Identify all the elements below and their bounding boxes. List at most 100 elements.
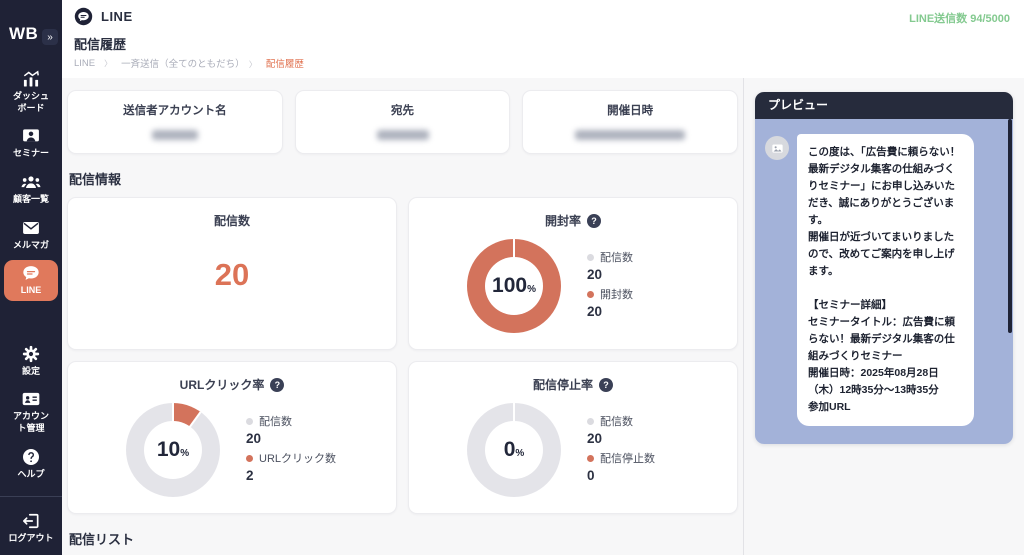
main-content: 送信者アカウント名 宛先 開催日時 配信情報 配信数 20 [62, 78, 1024, 555]
sidebar-item-label: 設定 [21, 365, 40, 376]
sidebar-item-label: メルマガ [12, 239, 49, 250]
help-icon [21, 447, 41, 467]
legend-item: URLクリック数 2 [246, 453, 337, 483]
sidebar-nav: ダッシュ ボード セミナー 顧客一覧 メルマガ LINE [0, 66, 62, 302]
legend-dot-orange [246, 454, 253, 462]
legend-dot-gray [246, 417, 253, 425]
redacted-value [376, 130, 429, 140]
app-title-row: LINE [74, 7, 133, 26]
breadcrumb-broadcast[interactable]: 一斉送信（全てのともだち） [121, 56, 266, 70]
legend-item: 配信数 20 [587, 252, 633, 282]
redacted-value [575, 130, 686, 140]
delivered-count-title: 配信数 [213, 214, 250, 228]
donut-segment-border [172, 403, 174, 450]
unsubscribe-rate-value: 0 [503, 438, 516, 461]
preview-scrollbar-thumb[interactable] [1008, 119, 1012, 333]
sidebar-item-label: LINE [20, 285, 42, 296]
delivered-count-value: 20 [214, 257, 250, 292]
stats-grid: 配信数 20 開封率 ? 100 % [67, 197, 738, 514]
unsubscribe-rate-title: 配信停止率 [532, 378, 593, 392]
page-title: 配信履歴 [74, 37, 127, 52]
unsubscribe-rate-donut-chart: 0 % [467, 403, 561, 497]
legend-item: 開封数 20 [587, 289, 633, 319]
sidebar-item-logout[interactable]: ログアウト [4, 508, 58, 549]
open-rate-card: 開封率 ? 100 % 配信数 20 [408, 197, 738, 350]
delivery-info-heading: 配信情報 [69, 172, 122, 187]
help-tooltip-icon[interactable]: ? [270, 377, 285, 392]
seminar-icon [21, 126, 41, 146]
event-datetime-card: 開催日時 [522, 90, 739, 154]
breadcrumb-line[interactable]: LINE [74, 58, 121, 69]
percent-unit: % [515, 448, 525, 459]
percent-unit: % [180, 448, 190, 459]
sidebar-nav-bottom: 設定 アカウン ト管理 ヘルプ ログアウト [0, 341, 62, 555]
legend-item: 配信停止数 0 [587, 453, 655, 483]
delivered-count-card: 配信数 20 [67, 197, 397, 350]
sender-account-title: 送信者アカウント名 [123, 105, 227, 117]
sidebar-collapse-button[interactable]: » [42, 29, 58, 45]
sidebar-item-account[interactable]: アカウン ト管理 [4, 386, 58, 438]
help-tooltip-icon[interactable]: ? [599, 377, 613, 392]
url-click-rate-title: URLクリック率 [179, 378, 265, 392]
breadcrumb: LINE 一斉送信（全てのともだち） 配信履歴 [74, 56, 304, 71]
url-click-rate-donut-chart: 10 % [126, 403, 220, 497]
redacted-value [151, 130, 198, 140]
legend-item: 配信数 20 [587, 416, 633, 446]
unsubscribe-rate-card: 配信停止率 ? 0 % 配信数 20 [408, 361, 738, 514]
open-rate-title: 開封率 [544, 214, 581, 228]
legend-dot-gray [587, 417, 594, 425]
line-icon [21, 263, 41, 283]
sidebar-divider [0, 496, 62, 498]
sidebar-item-label: セミナー [12, 148, 49, 159]
open-rate-donut-chart: 100 % [467, 239, 561, 333]
gear-icon [21, 344, 41, 364]
percent-unit: % [527, 284, 536, 295]
sidebar-item-label: アカウン ト管理 [12, 411, 49, 433]
sidebar-item-newsletter[interactable]: メルマガ [4, 215, 58, 256]
legend-dot-orange [587, 290, 594, 298]
preview-panel-header: プレビュー [755, 92, 1013, 119]
sidebar-item-line[interactable]: LINE [4, 260, 58, 302]
mail-icon [21, 218, 41, 238]
sidebar-item-seminar[interactable]: セミナー [4, 123, 58, 164]
chat-message-row: この度は、「広告費に頼らない！最新デジタル集客の仕組みづくりセミナー」にお申し込… [765, 134, 1003, 426]
line-chat-icon [74, 7, 93, 26]
sidebar-item-label: ダッシュ ボード [12, 91, 49, 113]
delivery-list-heading: 配信リスト [69, 532, 135, 547]
sidebar: WB » ダッシュ ボード セミナー 顧客一覧 メルマガ [0, 0, 62, 555]
avatar [765, 136, 789, 160]
topbar: LINE LINE送信数 94/5000 配信履歴 LINE 一斉送信（全てのと… [62, 0, 1024, 78]
customers-icon [21, 172, 41, 192]
sidebar-item-dashboard[interactable]: ダッシュ ボード [4, 66, 58, 118]
recipient-title: 宛先 [391, 105, 414, 117]
open-rate-value: 100 [492, 274, 528, 297]
sidebar-logo-row: WB » [0, 0, 62, 56]
preview-panel-body: この度は、「広告費に頼らない！最新デジタル集客の仕組みづくりセミナー」にお申し込… [755, 119, 1013, 444]
dashboard-icon [21, 69, 41, 89]
url-click-rate-card: URLクリック率 ? 10 % 配信数 [67, 361, 397, 514]
breadcrumb-current: 配信履歴 [265, 59, 304, 70]
unsubscribe-rate-legend: 配信数 20 配信停止数 0 [587, 413, 679, 487]
event-datetime-title: 開催日時 [607, 105, 654, 117]
app-logo: WB [9, 24, 39, 43]
chat-message-bubble: この度は、「広告費に頼らない！最新デジタル集客の仕組みづくりセミナー」にお申し込… [797, 134, 974, 426]
legend-dot-orange [587, 454, 594, 462]
sender-account-card: 送信者アカウント名 [67, 90, 283, 154]
line-quota-counter: LINE送信数 94/5000 [909, 13, 1010, 25]
main-column: 送信者アカウント名 宛先 開催日時 配信情報 配信数 20 [62, 78, 743, 555]
preview-panel: プレビュー この度は、「広告費に頼らない！最新デジタル集客の仕組みづくりセミナー… [755, 92, 1013, 444]
sidebar-item-customers[interactable]: 顧客一覧 [4, 169, 58, 210]
account-card-icon [21, 389, 41, 409]
sidebar-item-label: 顧客一覧 [12, 194, 49, 205]
url-click-rate-value: 10 [156, 438, 181, 461]
legend-dot-gray [587, 253, 594, 261]
sidebar-item-label: ヘルプ [17, 468, 45, 479]
sidebar-item-help[interactable]: ヘルプ [4, 444, 58, 485]
legend-item: 配信数 20 [246, 416, 292, 446]
sidebar-item-settings[interactable]: 設定 [4, 341, 58, 382]
sidebar-item-label: ログアウト [8, 533, 54, 544]
donut-segment-border [513, 239, 515, 286]
donut-segment-border [513, 403, 515, 450]
help-tooltip-icon[interactable]: ? [587, 213, 601, 228]
recipient-card: 宛先 [294, 90, 511, 154]
